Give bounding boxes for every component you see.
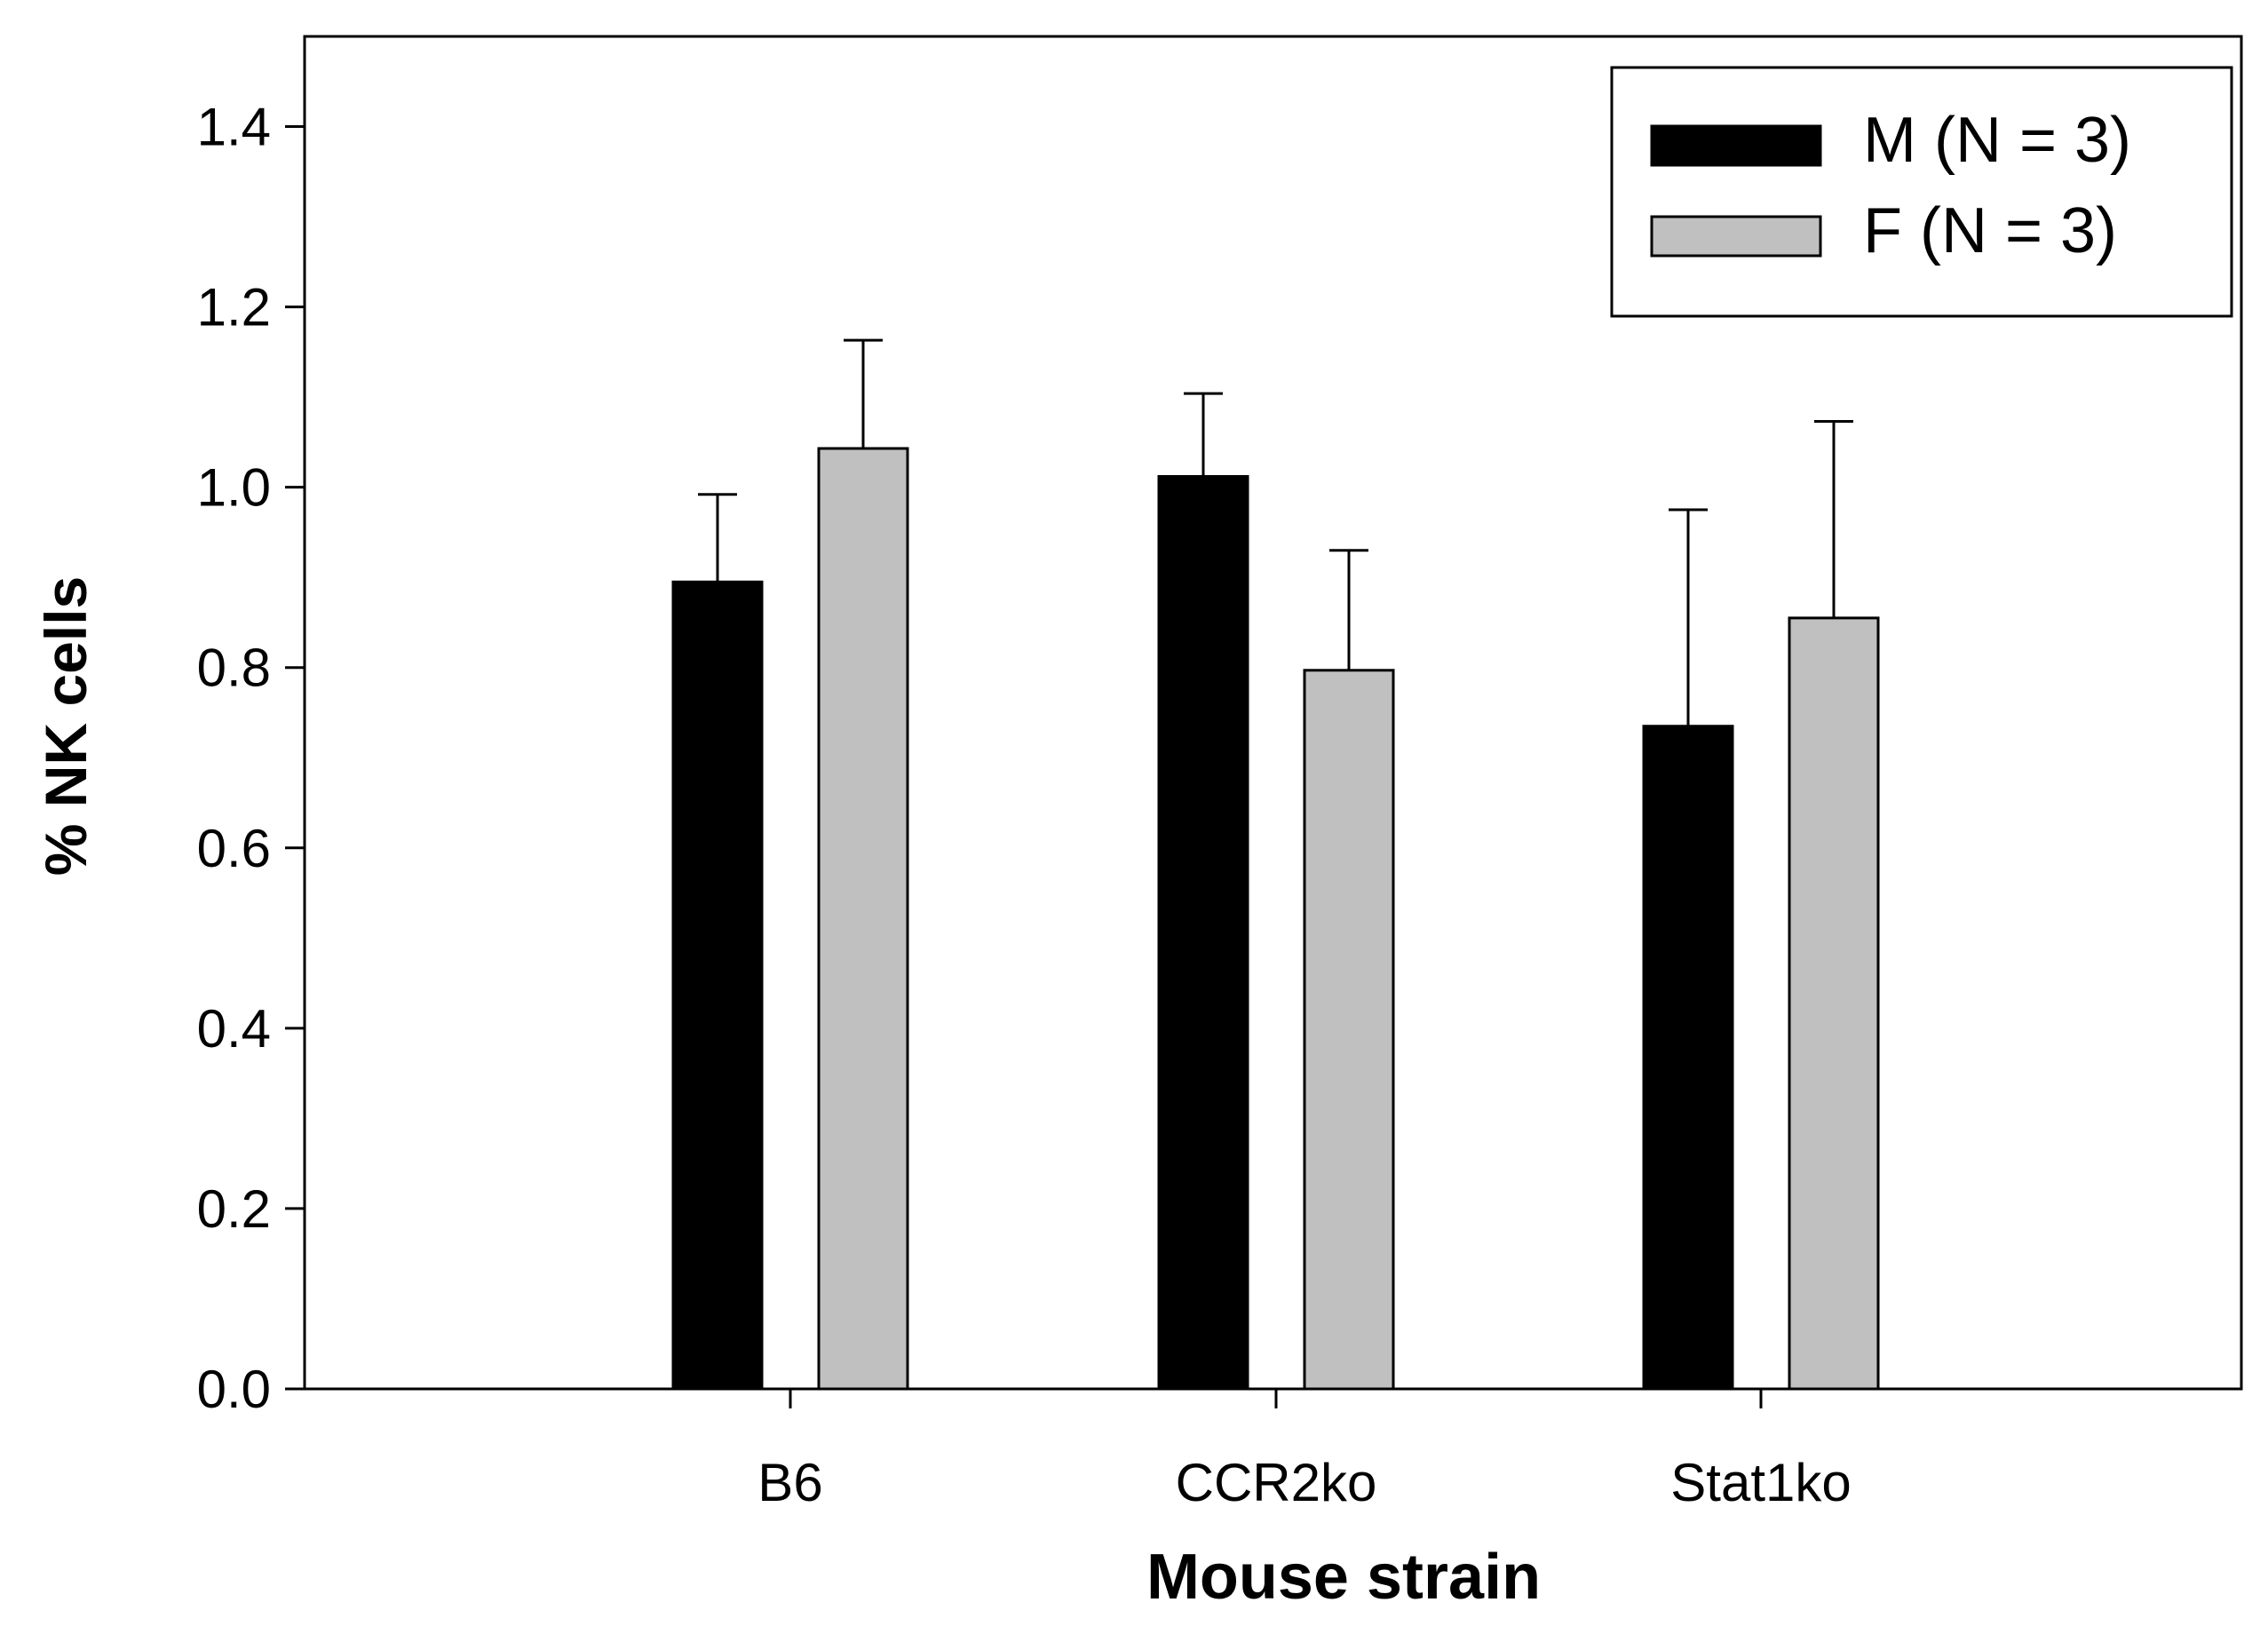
y-tick-label: 1.0 [197, 458, 271, 518]
y-tick-label: 0.6 [197, 819, 271, 878]
x-tick-label-stat1ko: Stat1ko [1670, 1453, 1851, 1512]
y-tick-label: 1.4 [197, 98, 271, 157]
bar-f-b6 [817, 447, 909, 1391]
legend-swatch-f [1650, 215, 1822, 258]
x-tick-label-b6: B6 [757, 1453, 822, 1512]
y-tick-label: 0.8 [197, 639, 271, 698]
legend: M (N = 3) F (N = 3) [1610, 66, 2233, 318]
bar-m-b6 [671, 580, 764, 1391]
bar-m-ccr2ko [1157, 474, 1249, 1391]
y-axis-title: % NK cells [33, 576, 99, 876]
legend-box [1610, 66, 2233, 318]
y-tick-label: 1.2 [197, 278, 271, 337]
plot-area-frame [303, 35, 2243, 1391]
legend-swatch-m [1650, 124, 1822, 167]
x-tick-label-ccr2ko: CCR2ko [1176, 1453, 1377, 1512]
y-tick-label: 0.2 [197, 1179, 271, 1239]
legend-label-f: F (N = 3) [1863, 195, 2117, 266]
bar-f-stat1ko [1788, 616, 1880, 1391]
y-tick-label: 0.0 [197, 1360, 271, 1419]
x-axis-title: Mouse strain [1146, 1542, 1541, 1613]
bar-m-stat1ko [1642, 725, 1734, 1391]
bar-f-ccr2ko [1303, 669, 1395, 1391]
legend-label-m: M (N = 3) [1863, 105, 2131, 176]
y-tick-label: 0.4 [197, 999, 271, 1059]
